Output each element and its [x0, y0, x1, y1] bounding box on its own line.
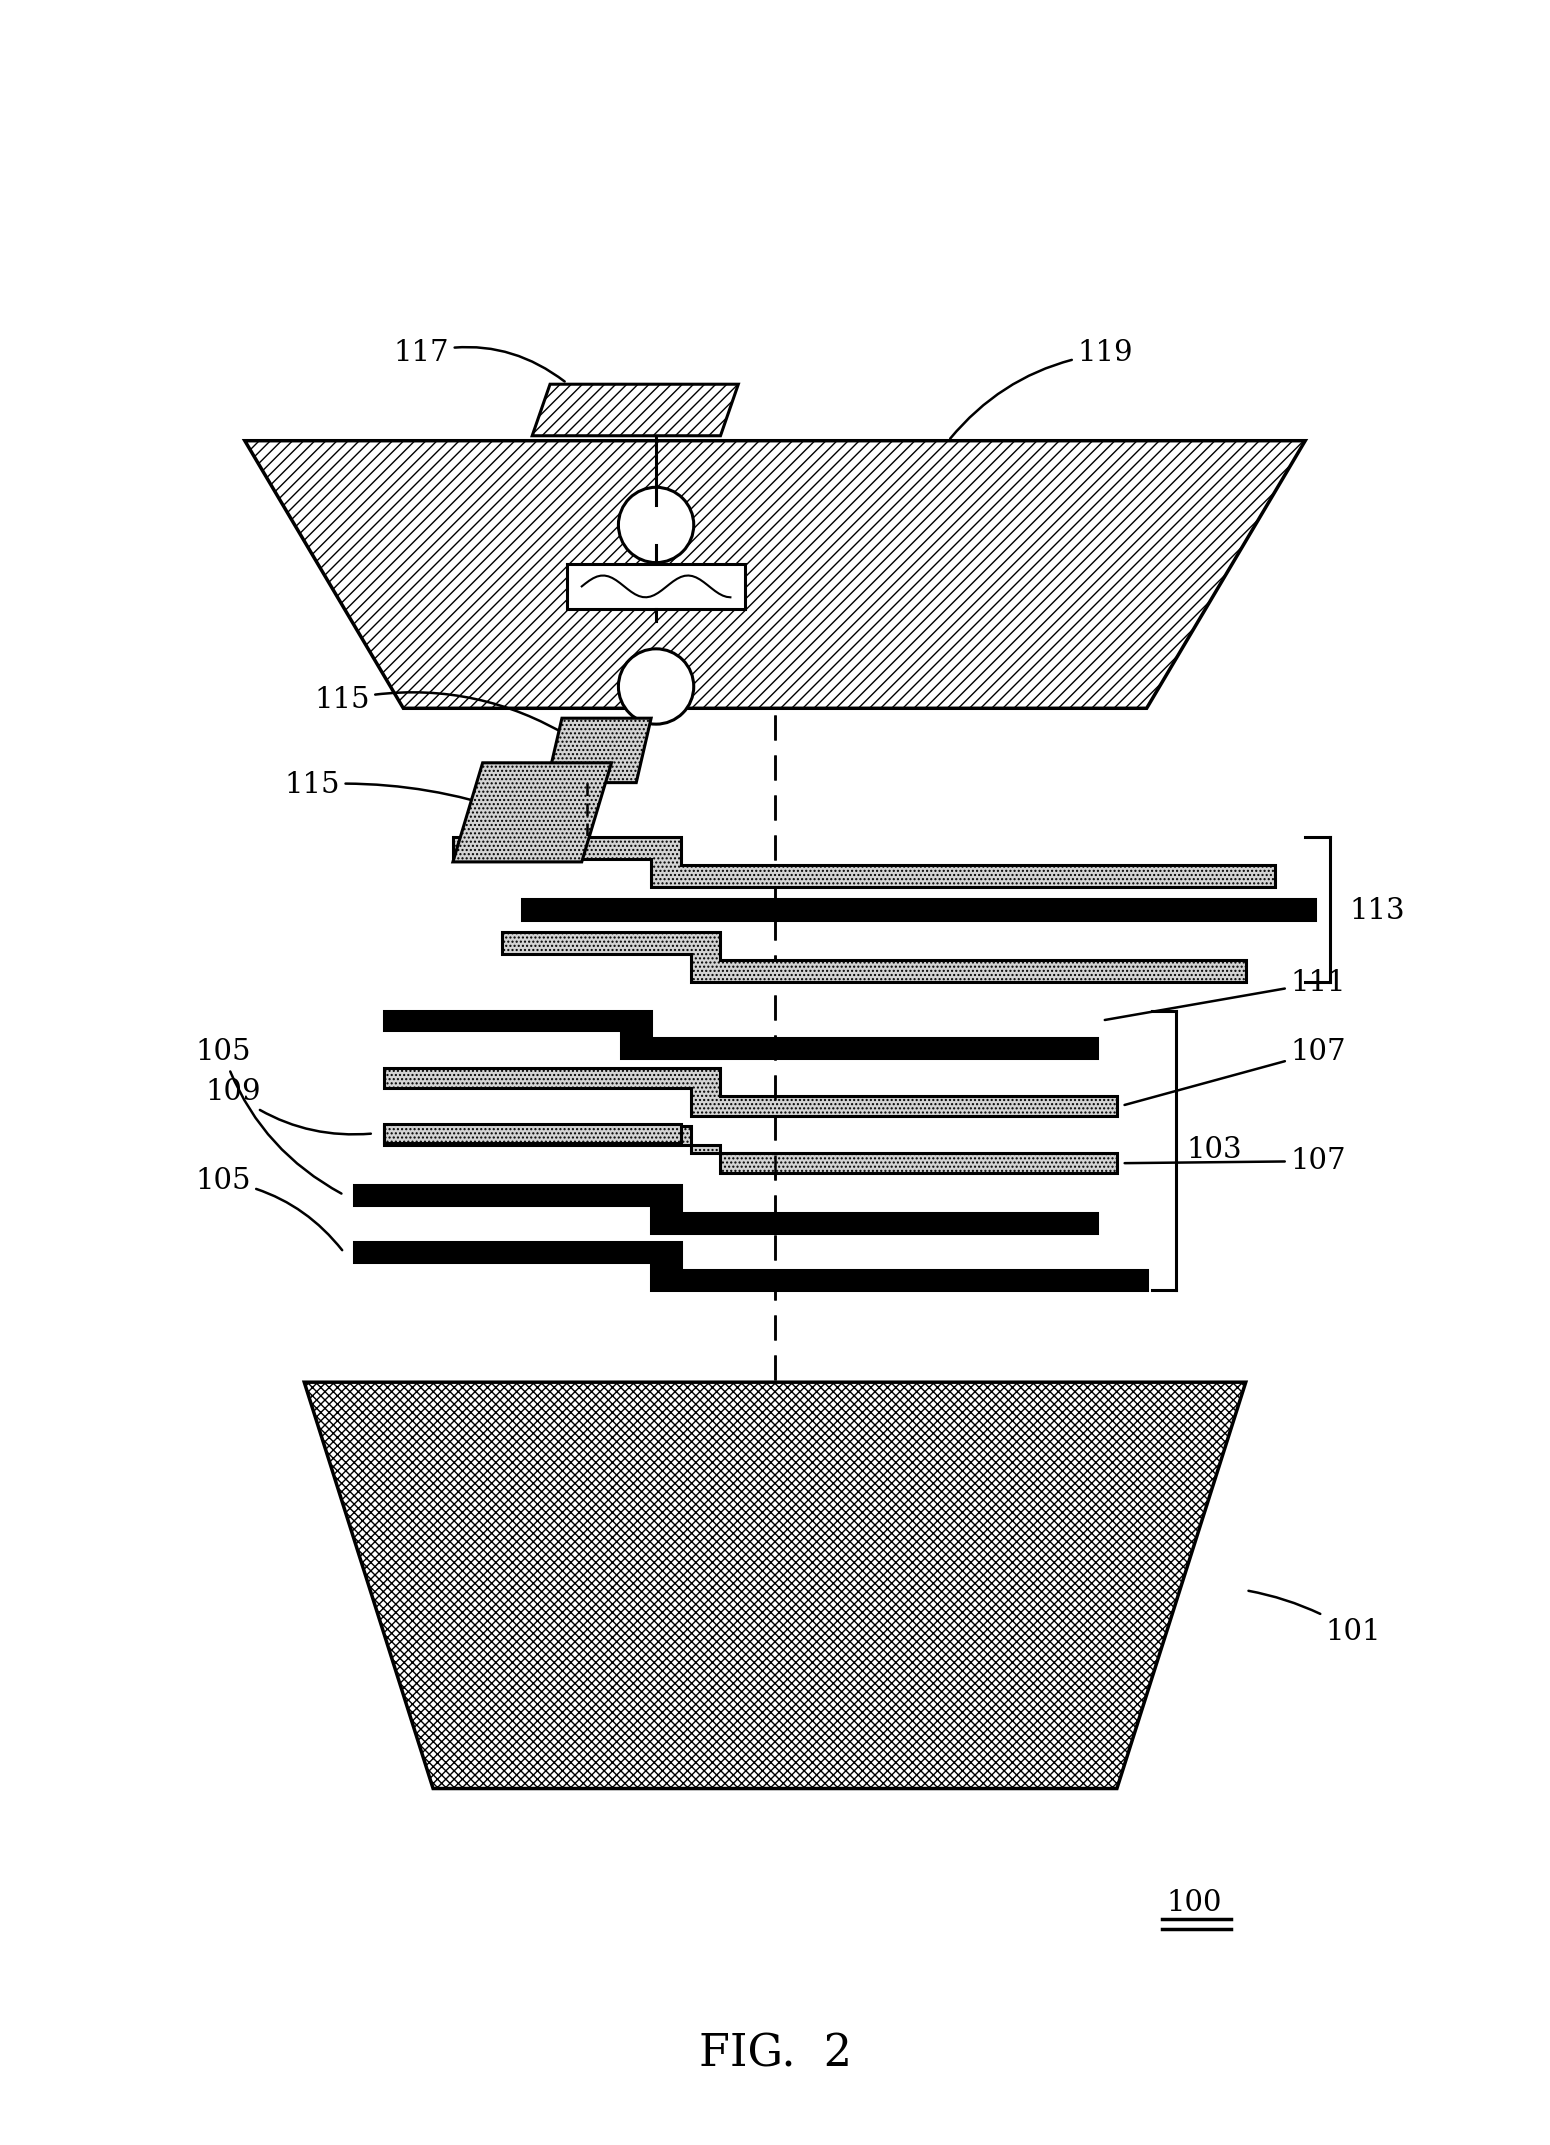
- Text: 101: 101: [1248, 1592, 1381, 1645]
- Bar: [567, 564, 746, 609]
- Polygon shape: [502, 933, 1246, 982]
- Text: 107: 107: [1125, 1038, 1345, 1105]
- Polygon shape: [383, 1068, 1118, 1115]
- Polygon shape: [353, 1242, 1147, 1289]
- Text: 105: 105: [195, 1167, 343, 1251]
- Polygon shape: [547, 719, 651, 783]
- Circle shape: [618, 487, 694, 562]
- Text: 100: 100: [1167, 1890, 1221, 1918]
- Text: 115: 115: [315, 686, 569, 736]
- Polygon shape: [245, 440, 1305, 708]
- Text: 109: 109: [205, 1077, 370, 1135]
- Text: 117: 117: [394, 339, 564, 382]
- Text: 111: 111: [1105, 970, 1345, 1021]
- Polygon shape: [383, 1010, 1097, 1057]
- Text: 119: 119: [950, 339, 1133, 438]
- Polygon shape: [532, 384, 738, 435]
- Polygon shape: [304, 1381, 1246, 1789]
- Polygon shape: [383, 1124, 680, 1143]
- Text: 107: 107: [1125, 1148, 1345, 1175]
- Text: 113: 113: [1350, 897, 1406, 924]
- Polygon shape: [353, 1184, 1097, 1233]
- Circle shape: [618, 648, 694, 725]
- Text: FIG.  2: FIG. 2: [699, 2033, 851, 2076]
- Polygon shape: [383, 1126, 1118, 1173]
- Text: 115: 115: [285, 770, 510, 811]
- Polygon shape: [453, 764, 612, 862]
- Polygon shape: [453, 837, 1276, 886]
- Text: 105: 105: [195, 1038, 341, 1193]
- Polygon shape: [522, 899, 1314, 920]
- Text: 103: 103: [1186, 1137, 1242, 1165]
